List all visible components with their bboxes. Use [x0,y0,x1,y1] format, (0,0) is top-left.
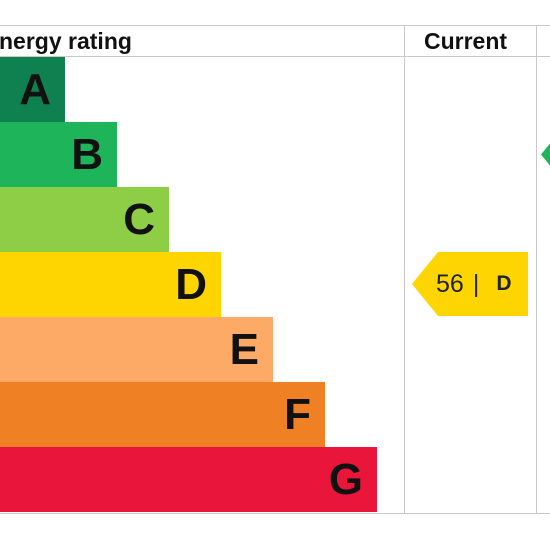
band-c-letter: C [123,194,155,244]
current-rating-arrow: 56 | D [412,252,528,316]
band-c: C [0,187,169,252]
band-a: A [0,57,65,122]
band-d: D [0,252,221,317]
potential-rating-arrow [541,143,550,166]
band-g-letter: G [328,454,363,504]
table-bottom-border [0,513,550,514]
band-g: G [0,447,377,512]
band-b-letter: B [71,129,103,179]
current-header: Current [424,28,508,54]
band-a-letter: A [19,64,51,114]
header-bottom-border [0,56,550,57]
current-column-left-divider [404,25,405,514]
energy-rating-header: nergy rating [0,28,132,54]
header-top-border [0,25,550,26]
band-b: B [0,122,117,187]
band-e: E [0,317,273,382]
current-rating-separator: | [472,269,480,298]
current-column-right-divider [536,25,537,514]
band-e-letter: E [229,324,259,374]
band-d-letter: D [175,259,207,309]
current-rating-band: D [496,272,512,295]
band-f: F [0,382,325,447]
band-f-letter: F [284,389,311,439]
current-rating-value: 56 [436,269,464,298]
